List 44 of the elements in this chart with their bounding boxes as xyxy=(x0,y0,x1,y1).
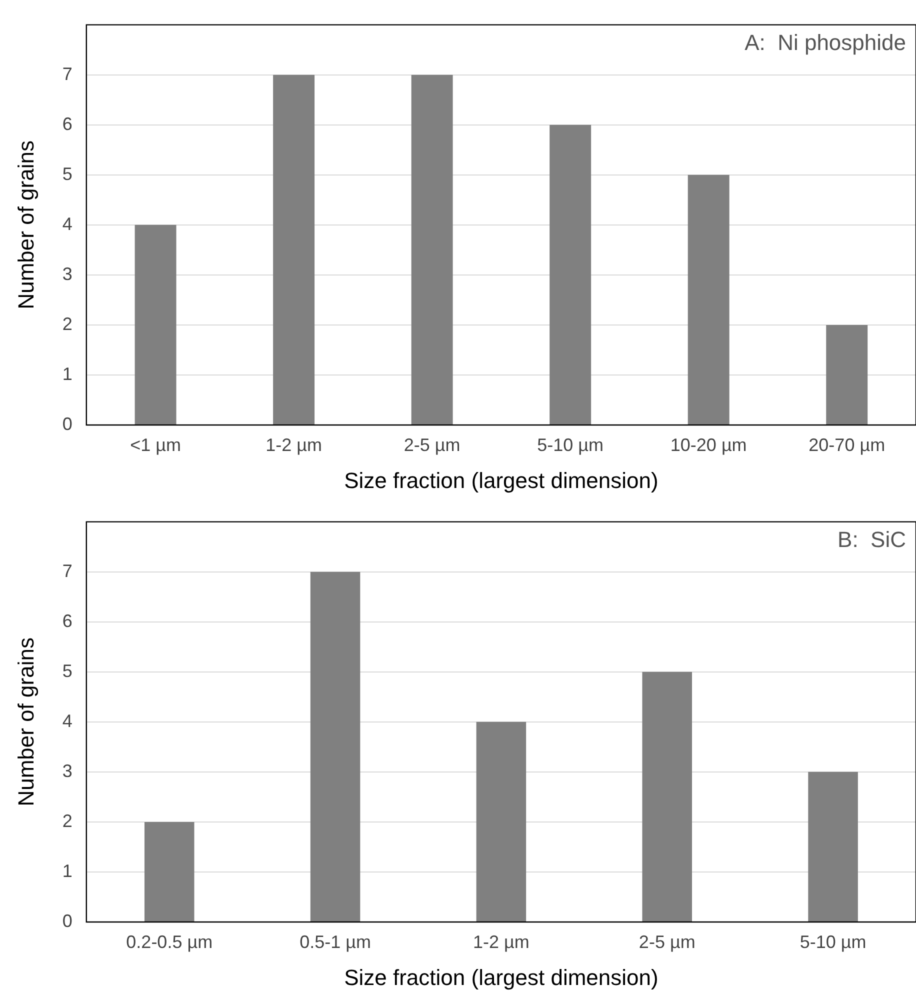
x-tick-label: 1-2 µm xyxy=(266,434,322,455)
y-tick-label: 6 xyxy=(62,610,72,631)
y-tick-label: 5 xyxy=(62,164,72,184)
y-tick-label: 5 xyxy=(62,660,72,681)
bar xyxy=(144,822,194,922)
y-tick-label: 3 xyxy=(62,760,72,781)
bar xyxy=(550,124,592,424)
bar xyxy=(273,74,315,424)
x-axis-title: Size fraction (largest dimension) xyxy=(344,964,658,990)
x-tick-label: 0.2-0.5 µm xyxy=(126,932,213,952)
y-tick-label: 2 xyxy=(62,314,72,334)
y-tick-label: 4 xyxy=(62,710,72,731)
x-tick-label: 2-5 µm xyxy=(638,932,696,952)
y-axis-title: Number of grains xyxy=(13,638,38,806)
x-tick-label: 10-20 µm xyxy=(670,434,747,455)
y-tick-label: 4 xyxy=(62,214,72,234)
x-axis-title: Size fraction (largest dimension) xyxy=(344,468,658,493)
bar xyxy=(642,672,692,922)
bar xyxy=(688,174,730,424)
y-tick-label: 7 xyxy=(62,64,72,84)
bar xyxy=(476,722,526,922)
y-tick-label: 7 xyxy=(62,560,72,581)
chart-title: A: Ni phosphide xyxy=(744,30,906,55)
y-tick-label: 1 xyxy=(62,860,72,881)
x-tick-label: 5-10 µm xyxy=(537,434,604,455)
bar xyxy=(808,772,858,922)
y-tick-label: 6 xyxy=(62,114,72,134)
bar xyxy=(310,572,360,922)
y-tick-label: 0 xyxy=(62,414,72,434)
bar xyxy=(134,224,176,424)
x-tick-label: <1 µm xyxy=(130,434,181,455)
x-tick-label: 2-5 µm xyxy=(404,434,460,455)
bar xyxy=(826,324,868,424)
x-tick-label: 0.5-1 µm xyxy=(300,932,371,952)
bar xyxy=(411,74,453,424)
y-tick-label: 1 xyxy=(62,364,72,384)
x-tick-label: 20-70 µm xyxy=(808,434,886,455)
y-tick-label: 3 xyxy=(62,264,72,284)
y-axis-title: Number of grains xyxy=(13,140,38,310)
y-tick-label: 0 xyxy=(62,910,72,931)
chart-title: B: SiC xyxy=(838,526,906,552)
y-tick-label: 2 xyxy=(62,810,72,831)
x-tick-label: 5-10 µm xyxy=(800,932,866,952)
x-tick-label: 1-2 µm xyxy=(473,932,530,952)
